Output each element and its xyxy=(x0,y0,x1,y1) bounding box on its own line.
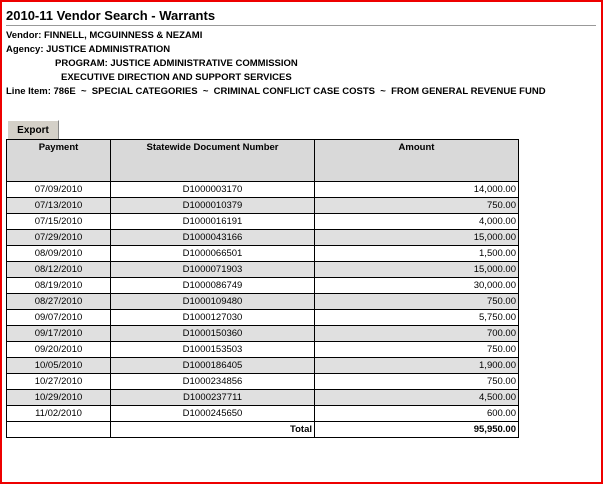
cell: 08/27/2010 xyxy=(6,293,111,310)
cell: D1000153503 xyxy=(110,341,315,358)
cell: 4,500.00 xyxy=(314,389,519,406)
cell: 750.00 xyxy=(314,341,519,358)
export-button[interactable]: Export xyxy=(7,120,59,141)
cell: 08/19/2010 xyxy=(6,277,111,294)
cell: D1000150360 xyxy=(110,325,315,342)
cell: D1000066501 xyxy=(110,245,315,262)
cell: 15,000.00 xyxy=(314,261,519,278)
total-label: Total xyxy=(110,421,315,438)
total-value: 95,950.00 xyxy=(314,421,519,438)
row: 08/27/2010 D1000109480 750.00 xyxy=(6,293,519,310)
rule xyxy=(6,25,596,26)
column-header: Statewide Document Number xyxy=(110,139,315,182)
cell: 750.00 xyxy=(314,293,519,310)
row: 11/02/2010 D1000245650 600.00 xyxy=(6,405,519,422)
cell: D1000086749 xyxy=(110,277,315,294)
cell: D1000127030 xyxy=(110,309,315,326)
cell: 750.00 xyxy=(314,197,519,214)
vendor: Vendor: FINNELL, MCGUINNESS & NEZAMI xyxy=(6,30,203,41)
title: 2010-11 Vendor Search - Warrants xyxy=(6,8,216,23)
total-row: Total 95,950.00 xyxy=(6,421,519,438)
cell: D1000186405 xyxy=(110,357,315,374)
cell: 07/29/2010 xyxy=(6,229,111,246)
cell: D1000043166 xyxy=(110,229,315,246)
row: 09/07/2010 D1000127030 5,750.00 xyxy=(6,309,519,326)
column-header: Payment xyxy=(6,139,111,182)
row: 07/15/2010 D1000016191 4,000.00 xyxy=(6,213,519,230)
row: 10/29/2010 D1000237711 4,500.00 xyxy=(6,389,519,406)
cell: 10/29/2010 xyxy=(6,389,111,406)
row: 09/20/2010 D1000153503 750.00 xyxy=(6,341,519,358)
subprogram: EXECUTIVE DIRECTION AND SUPPORT SERVICES xyxy=(61,72,292,83)
cell: 09/20/2010 xyxy=(6,341,111,358)
cell: D1000237711 xyxy=(110,389,315,406)
cell: 09/17/2010 xyxy=(6,325,111,342)
row: 08/12/2010 D1000071903 15,000.00 xyxy=(6,261,519,278)
cell: 30,000.00 xyxy=(314,277,519,294)
cell: D1000245650 xyxy=(110,405,315,422)
cell: D1000010379 xyxy=(110,197,315,214)
cell: 09/07/2010 xyxy=(6,309,111,326)
cell: 07/09/2010 xyxy=(6,181,111,198)
row: 07/13/2010 D1000010379 750.00 xyxy=(6,197,519,214)
warrants-table: Payment Statewide Document Number Amount 07… xyxy=(6,139,519,438)
row: 10/05/2010 D1000186405 1,900.00 xyxy=(6,357,519,374)
cell: 08/09/2010 xyxy=(6,245,111,262)
cell: 600.00 xyxy=(314,405,519,422)
row: 10/27/2010 D1000234856 750.00 xyxy=(6,373,519,390)
cell: 5,750.00 xyxy=(314,309,519,326)
cell: D1000016191 xyxy=(110,213,315,230)
row: 07/09/2010 D1000003170 14,000.00 xyxy=(6,181,519,198)
cell: 1,500.00 xyxy=(314,245,519,262)
row: 08/09/2010 D1000066501 1,500.00 xyxy=(6,245,519,262)
cell: 07/15/2010 xyxy=(6,213,111,230)
row: 08/19/2010 D1000086749 30,000.00 xyxy=(6,277,519,294)
cell: 11/02/2010 xyxy=(6,405,111,422)
line-item: Line Item: 786E ~ SPECIAL CATEGORIES ~ C… xyxy=(6,86,546,97)
cell: 10/27/2010 xyxy=(6,373,111,390)
column-header: Amount xyxy=(314,139,519,182)
cell: 15,000.00 xyxy=(314,229,519,246)
cell: D1000071903 xyxy=(110,261,315,278)
cell: D1000109480 xyxy=(110,293,315,310)
cell: D1000003170 xyxy=(110,181,315,198)
cell: D1000234856 xyxy=(110,373,315,390)
cell: 750.00 xyxy=(314,373,519,390)
row: 07/29/2010 D1000043166 15,000.00 xyxy=(6,229,519,246)
cell: 14,000.00 xyxy=(314,181,519,198)
cell: 4,000.00 xyxy=(314,213,519,230)
header-row: Payment Statewide Document Number Amount xyxy=(6,139,519,182)
cell xyxy=(6,421,111,438)
program: PROGRAM: JUSTICE ADMINISTRATIVE COMMISSI… xyxy=(55,58,298,69)
row: 09/17/2010 D1000150360 700.00 xyxy=(6,325,519,342)
agency: Agency: JUSTICE ADMINISTRATION xyxy=(6,44,171,55)
cell: 07/13/2010 xyxy=(6,197,111,214)
cell: 1,900.00 xyxy=(314,357,519,374)
cell: 10/05/2010 xyxy=(6,357,111,374)
cell: 700.00 xyxy=(314,325,519,342)
cell: 08/12/2010 xyxy=(6,261,111,278)
